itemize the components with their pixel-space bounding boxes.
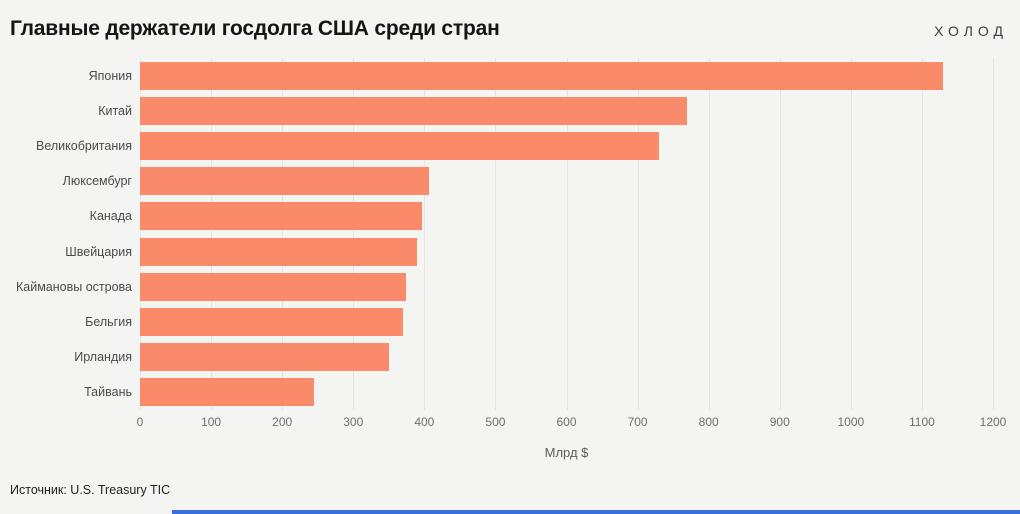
- x-tick-label: 700: [627, 414, 648, 429]
- bar: [140, 272, 406, 301]
- category-label: Япония: [88, 68, 132, 83]
- x-tick-label: 400: [414, 414, 435, 429]
- gridline: [993, 58, 994, 410]
- x-tick-label: 200: [272, 414, 293, 429]
- bars-container: [140, 58, 993, 410]
- bar: [140, 131, 659, 160]
- gridline: [353, 58, 355, 410]
- category-label: Китай: [98, 103, 132, 118]
- bar: [140, 237, 418, 266]
- page-title: Главные держатели госдолга США среди стр…: [10, 17, 500, 40]
- gridline: [921, 58, 923, 410]
- category-labels-column: Япония Китай Великобритания Люксембург Канад…: [10, 58, 140, 460]
- x-tick-label: 500: [485, 414, 506, 429]
- gridline: [779, 58, 781, 410]
- x-tick-label: 1100: [909, 414, 935, 429]
- bar: [140, 61, 944, 90]
- x-tick-label: 1000: [837, 414, 865, 429]
- gridline: [708, 58, 710, 410]
- bar: [140, 307, 403, 336]
- x-tick-label: 1200: [979, 414, 1007, 429]
- x-tick-label: 800: [698, 414, 719, 429]
- header: Главные держатели госдолга США среди стр…: [10, 0, 1010, 58]
- gridline: [850, 58, 852, 410]
- category-label: Ирландия: [74, 350, 132, 365]
- category-label: Великобритания: [36, 138, 132, 153]
- category-label: Швейцария: [65, 244, 132, 259]
- gridline: [424, 58, 426, 410]
- x-axis: 0 100 200 300 400 500 600 700 800 900 1000 1100 1200: [136, 414, 1007, 431]
- bar: [140, 378, 315, 407]
- x-tick-label: 0: [136, 414, 144, 429]
- source-note: Источник: U.S. Treasury TIC: [10, 483, 171, 497]
- x-tick-label: 300: [343, 414, 364, 429]
- bar: [140, 202, 423, 231]
- gridline: [140, 58, 141, 410]
- category-label: Тайвань: [84, 385, 132, 400]
- gridline: [282, 58, 284, 410]
- gridline: [211, 58, 213, 410]
- bottom-accent-bar: [172, 510, 1020, 514]
- x-tick-label: 600: [556, 414, 577, 429]
- bar-chart: Япония Китай Великобритания Люксембург Канад…: [10, 58, 1007, 460]
- bar: [140, 343, 389, 372]
- kholod-logo: ХОЛОД: [934, 23, 1008, 39]
- x-tick-label: 100: [201, 414, 222, 429]
- plot-area: 0 100 200 300 400 500 600 700 800 900 1000 1100 1200…: [136, 58, 1007, 460]
- gridline: [637, 58, 639, 410]
- category-label: Каймановы острова: [16, 279, 132, 294]
- bar: [140, 167, 429, 196]
- gridline: [495, 58, 497, 410]
- gridline: [566, 58, 568, 410]
- bar: [140, 96, 688, 125]
- x-axis-label: Млрд $: [544, 444, 589, 460]
- category-label: Люксембург: [62, 174, 132, 189]
- category-label: Бельгия: [85, 314, 132, 329]
- category-label: Канада: [89, 209, 132, 224]
- x-tick-label: 900: [769, 414, 790, 429]
